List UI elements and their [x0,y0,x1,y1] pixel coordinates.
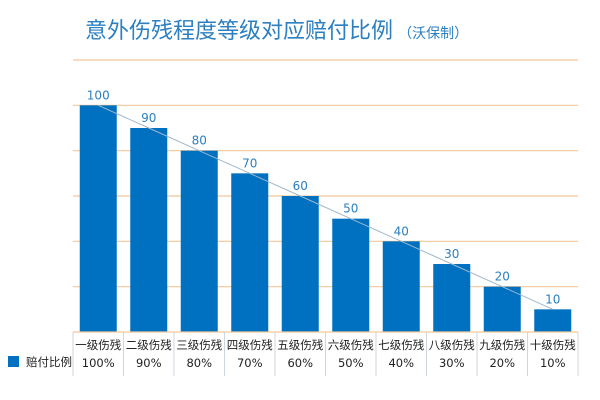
data-label: 10 [545,292,560,306]
data-label: 40 [394,224,409,238]
x-tick-label: 八级伤残 [429,338,475,352]
data-label: 100 [87,88,110,102]
table-value: 40% [388,356,414,370]
bar [180,150,218,332]
table-value: 60% [287,356,313,370]
table-value: 70% [237,356,263,370]
table-value: 100% [82,356,115,370]
bar [79,105,117,332]
bar [332,218,370,332]
table-value: 10% [540,356,566,370]
table-value: 90% [136,356,162,370]
legend-label: 赔付比例 [26,355,72,369]
x-tick-label: 五级伤残 [277,338,323,352]
bar [281,196,319,332]
x-axis: 一级伤残 二级伤残 三级伤残 四级伤残 五级伤残 六级伤残 七级伤残 八级伤残 九级伤残 十级伤残 [72,331,579,376]
data-label: 70 [242,156,257,170]
x-tick-label: 二级伤残 [126,338,172,352]
bar [483,286,521,332]
bar [433,264,471,332]
x-tick-label: 七级伤残 [378,338,424,352]
x-tick-label: 十级伤残 [530,338,576,352]
bars [79,105,572,332]
data-label: 80 [192,134,207,148]
chart-subtitle: （沃保制） [398,26,468,42]
data-label: 50 [343,202,358,216]
chart-title-main: 意外伤残程度等级对应赔付比例 [85,19,393,44]
table-value: 30% [439,356,465,370]
data-label: 60 [293,179,308,193]
bar [231,173,269,332]
data-label: 20 [495,270,510,284]
bar [534,309,572,332]
x-tick-label: 一级伤残 [75,338,121,352]
trend-line-group [98,104,553,310]
x-tick-label: 三级伤残 [176,338,222,352]
chart-title: 意外伤残程度等级对应赔付比例 （沃保制） [85,19,468,44]
bar [382,241,420,332]
data-labels: 100 90 80 70 60 50 40 30 20 10 [87,88,561,306]
data-label: 90 [141,111,156,125]
table-value: 20% [489,356,515,370]
trend-line [98,104,553,310]
x-tick-label: 四级伤残 [227,338,273,352]
x-tick-label: 六级伤残 [328,338,374,352]
legend-swatch [8,356,19,367]
data-table: 赔付比例 100% 90% 80% 70% 60% 50% 40% 30% 20% 10% [8,355,566,370]
table-value: 80% [186,356,212,370]
bar [130,128,168,332]
table-value: 50% [338,356,364,370]
x-tick-label: 九级伤残 [479,338,525,352]
data-label: 30 [444,247,459,261]
